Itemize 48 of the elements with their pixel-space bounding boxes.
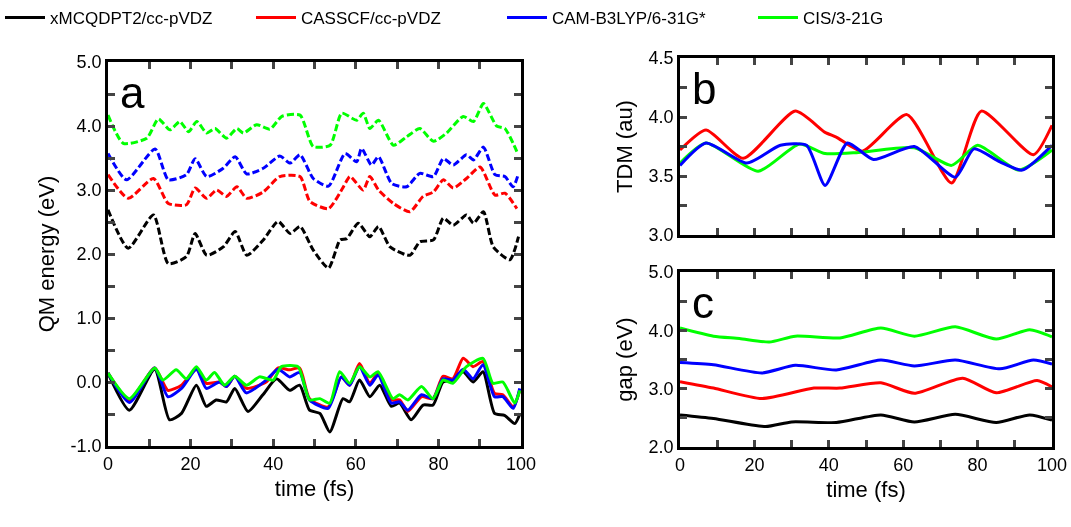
x-axis-title: time (fs) [274,476,355,502]
x-axis-title: time (fs) [826,477,906,503]
y-tick-label: 3.0 [648,225,674,246]
y-axis-title: TDM (au) [612,100,638,193]
line-series [680,376,1052,401]
line-series [680,412,1052,429]
annotation: b [692,64,717,113]
line-series [680,109,1052,185]
x-tick-label: 0 [102,454,114,475]
y-tick-label: 4.0 [648,320,674,341]
line-series [108,145,521,189]
annotation: c [692,278,714,327]
x-tick-label: 60 [893,455,914,476]
y-tick-label: 3.0 [648,378,674,399]
y-axis-title: QM energy (eV) [34,175,60,333]
y-tick-label: 4.5 [648,48,674,69]
x-tick-label: 60 [345,454,366,475]
annotation: a [120,68,145,117]
x-tick-label: 80 [967,455,988,476]
y-tick-label: 4.0 [76,116,102,137]
y-axis-title: gap (eV) [612,317,638,402]
legend-label: CIS/3-21G [803,9,884,29]
y-tick-label: 5.0 [76,52,102,73]
x-tick-label: 0 [674,455,686,476]
x-tick-label: 40 [263,454,284,475]
line-series [680,358,1052,375]
y-tick-label: 2.0 [76,244,102,265]
x-tick-label: 100 [1036,455,1068,476]
line-series [108,165,519,214]
x-tick-label: 40 [818,455,839,476]
x-tick-label: 20 [744,455,765,476]
legend-label: CASSCF/cc-pVDZ [301,9,441,29]
line-series [680,141,1052,187]
x-tick-label: 80 [428,454,449,475]
line-series [680,325,1052,344]
legend-label: CAM-B3LYP/6-31G* [552,9,707,29]
x-tick-label: 20 [180,454,201,475]
y-tick-label: 3.5 [648,166,674,187]
y-tick-label: 5.0 [648,262,674,283]
y-tick-label: 0.0 [76,372,102,393]
y-tick-label: -1.0 [70,436,102,457]
y-tick-label: 3.0 [76,180,102,201]
y-tick-label: 2.0 [648,437,674,458]
line-series [108,208,521,270]
legend-label: xMCQDPT2/cc-pVDZ [50,9,213,29]
x-tick-label: 100 [505,454,537,475]
y-tick-label: 4.0 [648,107,674,128]
y-tick-label: 1.0 [76,308,102,329]
